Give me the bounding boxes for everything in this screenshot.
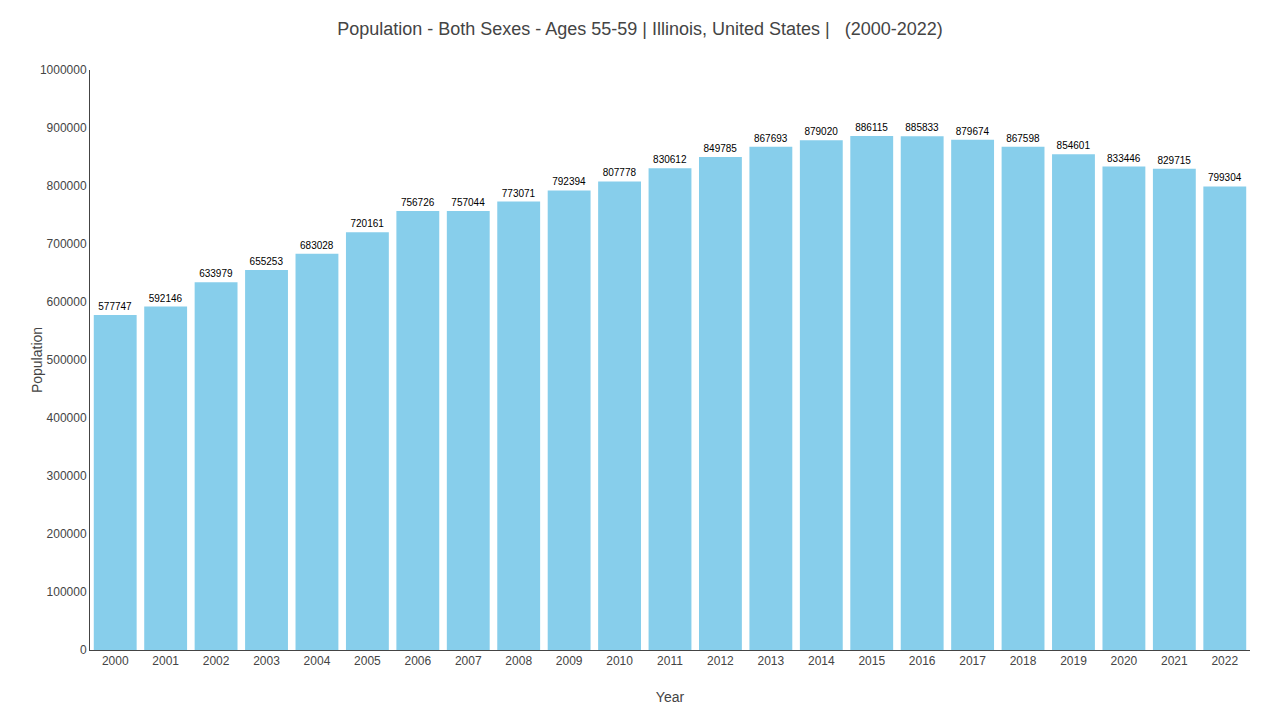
svg-text:2017: 2017 — [959, 654, 986, 668]
svg-text:849785: 849785 — [704, 143, 738, 154]
svg-text:2015: 2015 — [858, 654, 885, 668]
svg-text:2006: 2006 — [404, 654, 431, 668]
svg-text:400000: 400000 — [47, 411, 87, 425]
svg-text:756726: 756726 — [401, 197, 435, 208]
svg-text:2010: 2010 — [606, 654, 633, 668]
svg-text:500000: 500000 — [47, 353, 87, 367]
svg-text:2016: 2016 — [909, 654, 936, 668]
svg-text:2009: 2009 — [556, 654, 583, 668]
svg-text:592146: 592146 — [149, 293, 183, 304]
svg-text:700000: 700000 — [47, 237, 87, 251]
svg-text:833446: 833446 — [1107, 153, 1141, 164]
svg-text:577747: 577747 — [98, 301, 132, 312]
svg-text:2020: 2020 — [1111, 654, 1138, 668]
svg-text:2001: 2001 — [152, 654, 179, 668]
svg-text:879674: 879674 — [956, 126, 990, 137]
svg-text:2005: 2005 — [354, 654, 381, 668]
svg-text:2007: 2007 — [455, 654, 482, 668]
svg-text:2002: 2002 — [203, 654, 230, 668]
svg-text:773071: 773071 — [502, 188, 536, 199]
svg-text:885833: 885833 — [905, 122, 939, 133]
svg-text:829715: 829715 — [1157, 155, 1191, 166]
svg-text:879020: 879020 — [804, 126, 838, 137]
svg-text:867598: 867598 — [1006, 133, 1040, 144]
svg-text:900000: 900000 — [47, 121, 87, 135]
svg-text:200000: 200000 — [47, 527, 87, 541]
svg-text:2011: 2011 — [657, 654, 683, 668]
svg-text:854601: 854601 — [1057, 140, 1091, 151]
svg-text:Population: Population — [29, 327, 45, 393]
svg-text:Population - Both Sexes - Ages: Population - Both Sexes - Ages 55-59 | I… — [337, 19, 943, 39]
svg-text:2013: 2013 — [758, 654, 785, 668]
svg-text:867693: 867693 — [754, 133, 788, 144]
svg-text:2012: 2012 — [707, 654, 734, 668]
svg-text:807778: 807778 — [603, 167, 637, 178]
svg-text:2018: 2018 — [1010, 654, 1037, 668]
svg-text:800000: 800000 — [47, 179, 87, 193]
svg-text:683028: 683028 — [300, 240, 334, 251]
svg-text:2014: 2014 — [808, 654, 835, 668]
svg-text:600000: 600000 — [47, 295, 87, 309]
svg-text:886115: 886115 — [855, 122, 888, 133]
svg-text:2004: 2004 — [304, 654, 331, 668]
svg-text:2019: 2019 — [1060, 654, 1087, 668]
svg-text:0: 0 — [80, 643, 87, 657]
svg-text:2003: 2003 — [253, 654, 280, 668]
svg-text:2000: 2000 — [102, 654, 129, 668]
svg-text:720161: 720161 — [350, 218, 384, 229]
svg-text:1000000: 1000000 — [40, 63, 87, 77]
svg-text:Year: Year — [656, 689, 685, 705]
svg-text:830612: 830612 — [653, 154, 687, 165]
svg-text:792394: 792394 — [552, 176, 586, 187]
svg-text:300000: 300000 — [47, 469, 87, 483]
svg-text:655253: 655253 — [250, 256, 284, 267]
svg-text:757044: 757044 — [451, 197, 485, 208]
svg-text:2008: 2008 — [505, 654, 532, 668]
svg-text:799304: 799304 — [1208, 172, 1242, 183]
svg-text:100000: 100000 — [47, 585, 87, 599]
svg-text:633979: 633979 — [199, 268, 233, 279]
svg-text:2021: 2021 — [1161, 654, 1188, 668]
svg-text:2022: 2022 — [1211, 654, 1238, 668]
